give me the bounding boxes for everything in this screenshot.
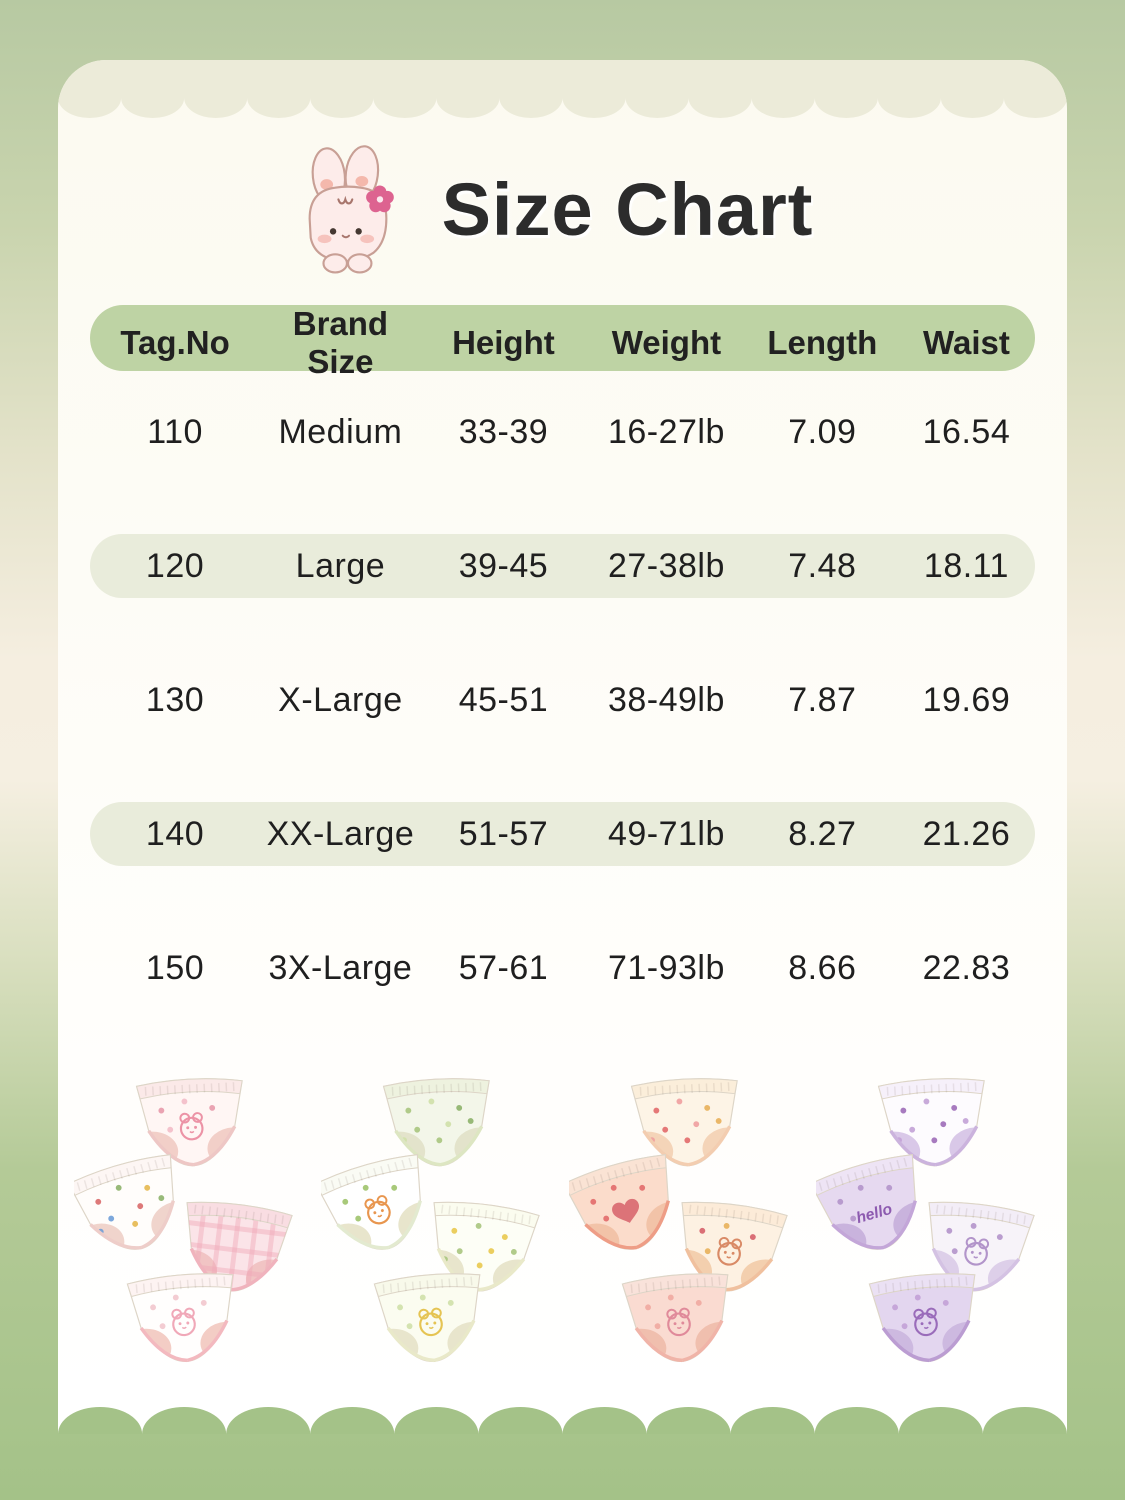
brief [868, 1273, 982, 1366]
table-cell: 130 [145, 680, 205, 719]
table-cell: 16.54 [922, 412, 1011, 451]
table-cell: 22.83 [922, 948, 1011, 987]
product-set-pink-white-set [74, 1078, 293, 1366]
table-cell: 57-61 [458, 948, 549, 987]
table-row: 120 Large 39-45 27-38lb 7.48 18.11 [90, 534, 1035, 598]
bottom-scallop-edge [58, 1398, 1067, 1434]
product-set-peach-orange-set [568, 1078, 788, 1366]
brief [621, 1273, 735, 1366]
table-cell: 150 [145, 948, 205, 987]
header-cell: Tag.No [120, 324, 230, 361]
table-cell: 21.26 [922, 814, 1011, 853]
header-cell: Length [767, 324, 878, 361]
table-cell: 140 [145, 814, 205, 853]
table-cell: 120 [145, 546, 205, 585]
table-cell: 33-39 [458, 412, 549, 451]
title-row: Size Chart [58, 144, 1053, 274]
table-cell: Large [295, 546, 386, 585]
table-row: 150 3X-Large 57-61 71-93lb 8.66 22.83 [90, 936, 1035, 1000]
table-cell: 71-93lb [607, 948, 725, 987]
bunny-icon [308, 145, 394, 274]
table-cell: 8.27 [788, 814, 857, 853]
table-cell: 110 [147, 412, 203, 451]
product-set-green-white-set [321, 1078, 541, 1366]
top-scallop-band [58, 60, 1067, 118]
page-title: Size Chart [441, 167, 814, 251]
table-cell: X-Large [278, 680, 403, 719]
product-photos-row: hello [58, 1062, 1067, 1392]
table-cell: 7.48 [788, 546, 857, 585]
size-table: 110 Medium 33-39 16-27lb 7.09 16.54 120 Large 39… [90, 400, 1035, 1070]
table-row: 110 Medium 33-39 16-27lb 7.09 16.54 [90, 400, 1035, 464]
table-header-row: Tag.No Brand Size Height Weight Length Waist [90, 305, 1035, 380]
header-cell: Brand Size [292, 305, 389, 380]
header-cell: Weight [611, 324, 722, 361]
table-cell: 19.69 [922, 680, 1011, 719]
table-cell: 7.09 [788, 412, 857, 451]
table-cell: Medium [278, 412, 403, 451]
flower-icon [365, 185, 394, 213]
table-row: 130 X-Large 45-51 38-49lb 7.87 19.69 [90, 668, 1035, 732]
table-cell: 7.87 [788, 680, 857, 719]
table-cell: 51-57 [458, 814, 549, 853]
table-cell: 45-51 [458, 680, 549, 719]
header-cell: Height [452, 324, 555, 361]
table-cell: 27-38lb [607, 546, 725, 585]
content-card: Size Chart Tag.No Brand Size Height Weight L… [58, 60, 1067, 1398]
table-cell: 38-49lb [607, 680, 725, 719]
table-cell: 16-27lb [607, 412, 725, 451]
table-row: 140 XX-Large 51-57 49-71lb 8.27 21.26 [90, 802, 1035, 866]
table-cell: 18.11 [923, 546, 1009, 585]
header-cell: Waist [923, 324, 1010, 361]
product-set-purple-lilac-set: hello [815, 1078, 1035, 1366]
table-cell: 8.66 [788, 948, 857, 987]
table-cell: XX-Large [266, 814, 415, 853]
table-cell: 49-71lb [607, 814, 725, 853]
table-cell: 3X-Large [268, 948, 413, 987]
brief [630, 1078, 742, 1169]
table-cell: 39-45 [458, 546, 549, 585]
